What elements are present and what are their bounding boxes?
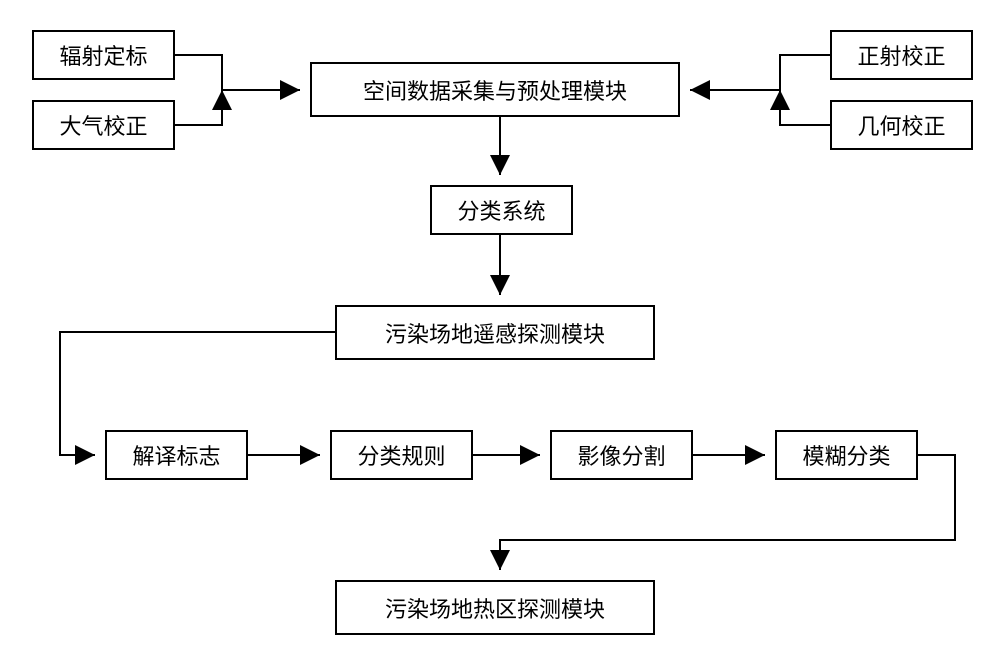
node-orthorectification: 正射校正	[830, 30, 973, 80]
node-label: 大气校正	[59, 109, 147, 141]
node-thermal-zone-module: 污染场地热区探测模块	[335, 580, 655, 635]
node-image-segmentation: 影像分割	[550, 430, 693, 480]
node-label: 辐射定标	[59, 39, 147, 71]
node-atmospheric-correction: 大气校正	[32, 100, 175, 150]
node-geometric-correction: 几何校正	[830, 100, 973, 150]
node-label: 污染场地热区探测模块	[385, 592, 605, 624]
node-label: 影像分割	[577, 439, 665, 471]
node-label: 正射校正	[857, 39, 945, 71]
node-label: 分类规则	[357, 439, 445, 471]
node-label: 分类系统	[457, 194, 545, 226]
node-classification-rules: 分类规则	[330, 430, 473, 480]
node-label: 空间数据采集与预处理模块	[363, 74, 627, 106]
node-label: 模糊分类	[802, 439, 890, 471]
node-classification-system: 分类系统	[430, 185, 573, 235]
node-spatial-data-module: 空间数据采集与预处理模块	[310, 62, 680, 117]
node-fuzzy-classification: 模糊分类	[775, 430, 918, 480]
node-label: 解译标志	[132, 439, 220, 471]
node-label: 几何校正	[857, 109, 945, 141]
node-remote-sensing-module: 污染场地遥感探测模块	[335, 305, 655, 360]
node-interpretation-marks: 解译标志	[105, 430, 248, 480]
node-radiometric-calibration: 辐射定标	[32, 30, 175, 80]
node-label: 污染场地遥感探测模块	[385, 317, 605, 349]
